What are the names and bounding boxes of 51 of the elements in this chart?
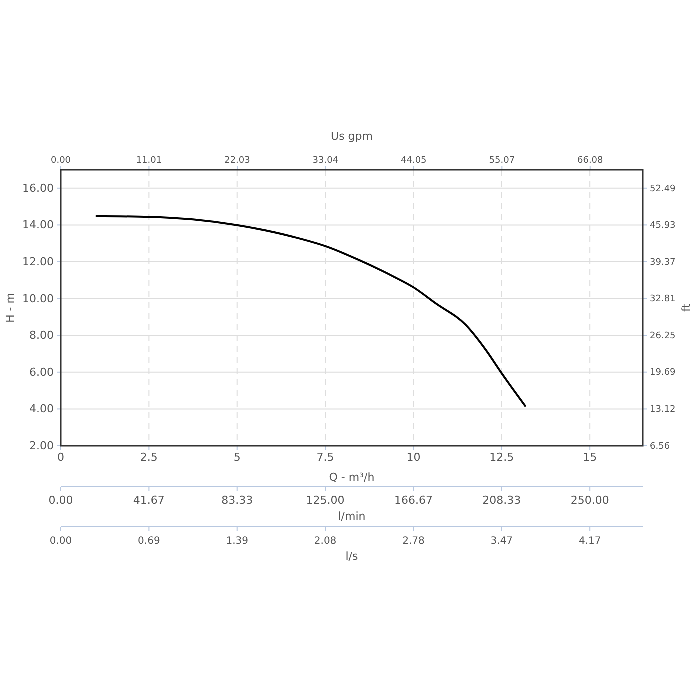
text: 41.67	[133, 494, 165, 507]
y2-tick-label: 32.81	[650, 294, 676, 305]
x2-axis-title: Us gpm	[331, 130, 373, 143]
x-tick-label: 2.5	[140, 450, 158, 464]
x2-tick-label: 0.00	[50, 156, 72, 166]
y2-axis-title: ft	[680, 303, 693, 312]
text: 208.33	[482, 494, 522, 507]
text: 125.00	[306, 494, 345, 507]
x-tick-label: 12.5	[490, 450, 514, 464]
x2-tick-label: 22.03	[224, 156, 250, 166]
x2-tick-label: 66.08	[577, 156, 604, 166]
x-tick-label: 15	[583, 450, 598, 464]
y2-tick-label: 19.69	[650, 368, 676, 378]
y2-tick-label: 6.56	[650, 442, 670, 452]
y2-tick-label: 26.25	[650, 331, 676, 342]
x2-tick-label: 55.07	[489, 156, 516, 166]
text: 4.17	[578, 536, 602, 547]
x2-tick-label: 11.01	[136, 156, 162, 166]
text: 2.08	[314, 536, 337, 547]
y-tick-label: 2.00	[30, 440, 54, 453]
text: l/min	[338, 510, 366, 523]
x-tick-label: 5	[234, 450, 241, 464]
y2-tick-label: 13.12	[650, 405, 676, 416]
text: 3.47	[490, 536, 514, 547]
y-tick-label: 14.00	[22, 218, 54, 232]
x-axis-title: Q - m³/h	[329, 471, 375, 484]
y2-tick-label: 52.49	[650, 184, 676, 194]
text: 0.00	[50, 536, 72, 547]
text: 83.33	[222, 494, 254, 507]
x-tick-label: 0	[58, 450, 64, 464]
text: 0.00	[48, 494, 74, 507]
text: 1.39	[226, 536, 248, 547]
line-series	[94, 215, 527, 408]
x2-tick-label: 33.04	[312, 156, 339, 166]
x-tick-label: 7.5	[316, 450, 334, 464]
y2-tick-label: 45.93	[650, 221, 676, 232]
y-tick-label: 8.00	[30, 329, 54, 342]
y-tick-label: 4.00	[30, 402, 54, 416]
y2-tick-label: 39.37	[650, 258, 676, 268]
y-tick-label: 6.00	[30, 366, 54, 379]
x-tick-label: 10	[406, 450, 421, 464]
y-tick-label: 10.00	[22, 292, 54, 306]
y-tick-label: 16.00	[22, 182, 54, 195]
text: l/s	[346, 550, 359, 563]
y-axis-title: H - m	[4, 293, 17, 323]
text: 166.67	[394, 494, 433, 507]
x2-tick-label: 44.05	[401, 156, 427, 166]
y-tick-label: 12.00	[22, 256, 54, 269]
text: 250.00	[570, 494, 610, 507]
text: 2.78	[402, 536, 425, 547]
text: 0.69	[138, 536, 160, 547]
